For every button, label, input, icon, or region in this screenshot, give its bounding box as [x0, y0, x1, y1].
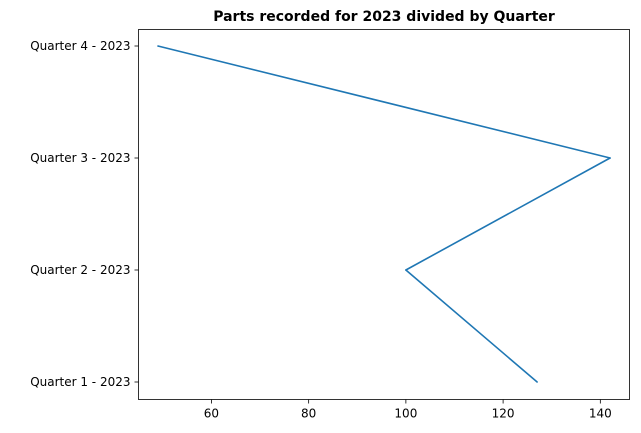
x-tick-label-120: 120 [492, 407, 515, 421]
data-point-4 [157, 45, 159, 47]
series-layer [157, 45, 611, 383]
plot-area-frame [138, 29, 630, 400]
data-point-2 [405, 269, 407, 271]
x-tick-label-140: 140 [589, 407, 612, 421]
y-tick-label-1: Quarter 1 - 2023 [30, 375, 130, 389]
y-tick-label-2: Quarter 2 - 2023 [30, 263, 130, 277]
x-tick-label-100: 100 [394, 407, 417, 421]
x-tick-label-80: 80 [301, 407, 316, 421]
x-axis: 60 80 100 120 140 [204, 399, 612, 421]
data-point-3 [609, 157, 611, 159]
data-point-1 [536, 381, 538, 383]
y-axis: Quarter 1 - 2023 Quarter 2 - 2023 Quarter … [30, 39, 139, 389]
y-tick-label-4: Quarter 4 - 2023 [30, 39, 130, 53]
chart-title: Parts recorded for 2023 divided by Quart… [213, 9, 555, 25]
series-line-1 [157, 45, 611, 383]
x-tick-label-60: 60 [204, 407, 219, 421]
y-tick-label-3: Quarter 3 - 2023 [30, 151, 130, 165]
